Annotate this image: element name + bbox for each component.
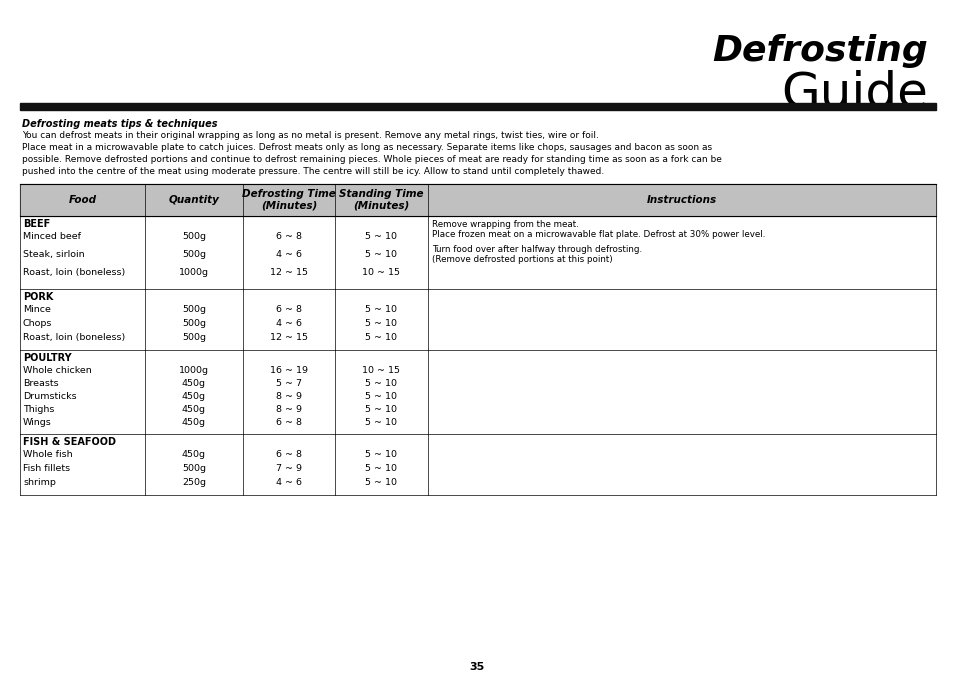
Text: 16 ~ 19: 16 ~ 19 (270, 366, 308, 375)
Text: You can defrost meats in their original wrapping as long as no metal is present.: You can defrost meats in their original … (22, 131, 598, 140)
Text: Roast, loin (boneless): Roast, loin (boneless) (23, 333, 125, 342)
Text: 6 ~ 8: 6 ~ 8 (275, 450, 302, 459)
Text: Defrosting Time
(Minutes): Defrosting Time (Minutes) (242, 189, 335, 211)
Text: 500g: 500g (182, 319, 206, 328)
Text: (Remove defrosted portions at this point): (Remove defrosted portions at this point… (432, 255, 612, 264)
Text: pushed into the centre of the meat using moderate pressure. The centre will stil: pushed into the centre of the meat using… (22, 167, 603, 176)
Text: Instructions: Instructions (646, 195, 717, 205)
Bar (20, 350, 935, 434)
Text: Food: Food (69, 195, 96, 205)
Text: Turn food over after halfway through defrosting.: Turn food over after halfway through def… (432, 245, 641, 254)
Text: 5 ~ 10: 5 ~ 10 (365, 232, 397, 241)
Text: Chops: Chops (23, 319, 52, 328)
Text: Defrosting meats tips & techniques: Defrosting meats tips & techniques (22, 119, 217, 129)
Text: 7 ~ 9: 7 ~ 9 (275, 464, 302, 473)
Text: 5 ~ 10: 5 ~ 10 (365, 392, 397, 401)
Text: Breasts: Breasts (23, 379, 58, 388)
Text: 5 ~ 10: 5 ~ 10 (365, 405, 397, 414)
Text: Defrosting: Defrosting (712, 34, 927, 68)
Text: 5 ~ 10: 5 ~ 10 (365, 333, 397, 342)
Text: 4 ~ 6: 4 ~ 6 (275, 478, 302, 487)
Text: Quantity: Quantity (169, 195, 219, 205)
Bar (20, 289, 935, 350)
Text: Minced beef: Minced beef (23, 232, 81, 241)
Text: 8 ~ 9: 8 ~ 9 (275, 392, 302, 401)
Text: 450g: 450g (182, 405, 206, 414)
Text: Place frozen meat on a microwavable flat plate. Defrost at 30% power level.: Place frozen meat on a microwavable flat… (432, 230, 764, 239)
Text: 5 ~ 10: 5 ~ 10 (365, 305, 397, 314)
Text: 8 ~ 9: 8 ~ 9 (275, 405, 302, 414)
Text: possible. Remove defrosted portions and continue to defrost remaining pieces. Wh: possible. Remove defrosted portions and … (22, 155, 721, 164)
Text: Standing Time
(Minutes): Standing Time (Minutes) (339, 189, 423, 211)
Text: 35: 35 (469, 662, 484, 672)
Bar (20, 103, 935, 110)
Text: 5 ~ 7: 5 ~ 7 (275, 379, 302, 388)
Text: Thighs: Thighs (23, 405, 54, 414)
Text: Whole fish: Whole fish (23, 450, 72, 459)
Text: 500g: 500g (182, 333, 206, 342)
Text: 500g: 500g (182, 250, 206, 259)
Text: 5 ~ 10: 5 ~ 10 (365, 250, 397, 259)
Text: 500g: 500g (182, 464, 206, 473)
Text: 6 ~ 8: 6 ~ 8 (275, 418, 302, 427)
Text: 10 ~ 15: 10 ~ 15 (362, 366, 400, 375)
Text: Whole chicken: Whole chicken (23, 366, 91, 375)
Text: PORK: PORK (23, 292, 53, 302)
Text: 5 ~ 10: 5 ~ 10 (365, 379, 397, 388)
Text: Wings: Wings (23, 418, 51, 427)
Text: Remove wrapping from the meat.: Remove wrapping from the meat. (432, 220, 578, 229)
Text: 250g: 250g (182, 478, 206, 487)
Text: Steak, sirloin: Steak, sirloin (23, 250, 85, 259)
Bar (20, 434, 935, 495)
Bar (20, 184, 935, 216)
Text: 5 ~ 10: 5 ~ 10 (365, 478, 397, 487)
Text: 6 ~ 8: 6 ~ 8 (275, 305, 302, 314)
Text: 450g: 450g (182, 418, 206, 427)
Text: Mince: Mince (23, 305, 51, 314)
Text: 450g: 450g (182, 379, 206, 388)
Bar (20, 216, 935, 289)
Text: 500g: 500g (182, 232, 206, 241)
Text: 450g: 450g (182, 450, 206, 459)
Text: BEEF: BEEF (23, 219, 51, 229)
Text: 10 ~ 15: 10 ~ 15 (362, 268, 400, 277)
Text: FISH & SEAFOOD: FISH & SEAFOOD (23, 437, 116, 447)
Text: Roast, loin (boneless): Roast, loin (boneless) (23, 268, 125, 277)
Text: 12 ~ 15: 12 ~ 15 (270, 333, 308, 342)
Text: 450g: 450g (182, 392, 206, 401)
Text: Fish fillets: Fish fillets (23, 464, 71, 473)
Text: 5 ~ 10: 5 ~ 10 (365, 450, 397, 459)
Text: 1000g: 1000g (179, 366, 209, 375)
Text: 4 ~ 6: 4 ~ 6 (275, 319, 302, 328)
Text: Place meat in a microwavable plate to catch juices. Defrost meats only as long a: Place meat in a microwavable plate to ca… (22, 143, 711, 152)
Text: 12 ~ 15: 12 ~ 15 (270, 268, 308, 277)
Text: 5 ~ 10: 5 ~ 10 (365, 418, 397, 427)
Text: 1000g: 1000g (179, 268, 209, 277)
Text: 500g: 500g (182, 305, 206, 314)
Text: POULTRY: POULTRY (23, 353, 71, 363)
Text: Guide: Guide (781, 70, 927, 118)
Text: 5 ~ 10: 5 ~ 10 (365, 464, 397, 473)
Text: 4 ~ 6: 4 ~ 6 (275, 250, 302, 259)
Text: Drumsticks: Drumsticks (23, 392, 76, 401)
Text: 6 ~ 8: 6 ~ 8 (275, 232, 302, 241)
Text: 5 ~ 10: 5 ~ 10 (365, 319, 397, 328)
Text: shrimp: shrimp (23, 478, 56, 487)
